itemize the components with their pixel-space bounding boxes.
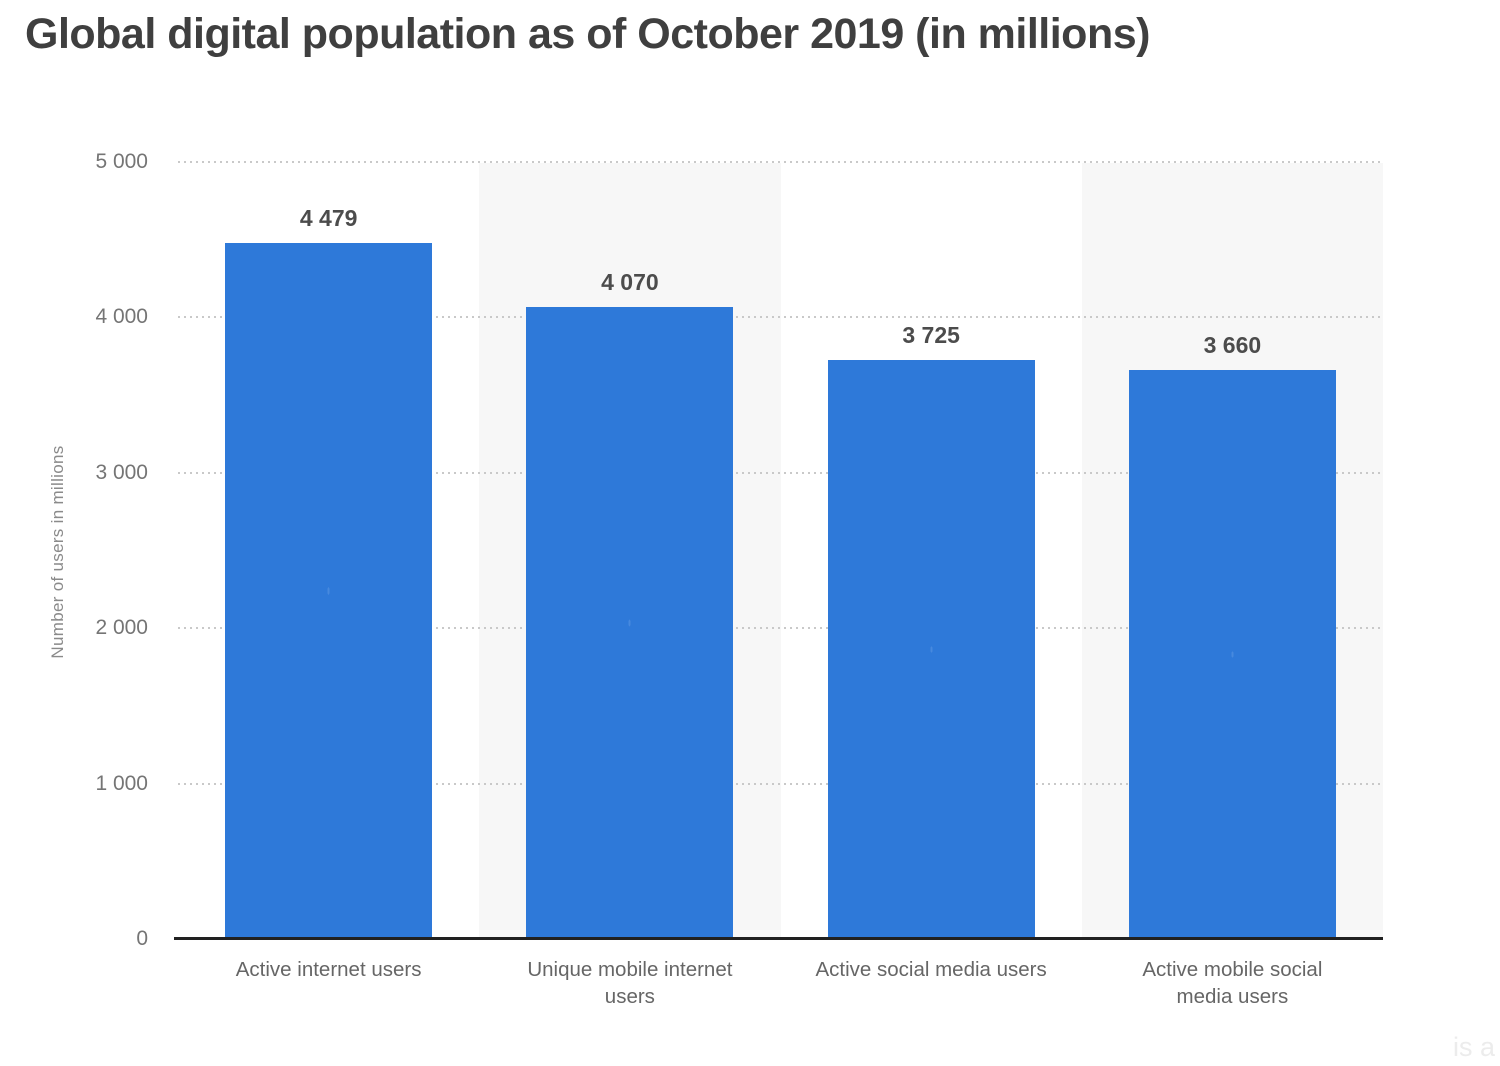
- category-label: Active social media users: [815, 958, 1047, 981]
- bar-value-label: 3 660: [1203, 332, 1262, 359]
- chart-title: Global digital population as of October …: [25, 10, 1150, 58]
- bar-1: [225, 242, 433, 939]
- y-tick-label: 1 000: [95, 771, 148, 795]
- plot-area: 4 479 4 070 3 725 3 660: [178, 161, 1383, 939]
- bar-2: [526, 306, 734, 939]
- gridlines-layer: [178, 161, 1383, 939]
- bars-layer: 4 479 4 070 3 725 3 660: [178, 162, 1383, 939]
- watermark-text: is a: [1453, 1032, 1496, 1062]
- y-axis-title: Number of users in millions: [48, 445, 67, 659]
- y-tick-label: 4 000: [95, 305, 148, 329]
- bar-4: [1128, 370, 1336, 939]
- category-label: Unique mobile internet users: [527, 958, 733, 1008]
- x-axis-line: [174, 937, 1383, 940]
- gridline: [178, 161, 1383, 163]
- gridline: [178, 316, 1383, 319]
- bar-value-label: 4 479: [299, 204, 358, 231]
- category-label: Active internet users: [235, 958, 422, 981]
- y-tick-label: 3 000: [95, 460, 148, 484]
- bar-value-label: 3 725: [902, 322, 960, 349]
- category-label: Active mobile social media users: [1142, 958, 1323, 1008]
- y-tick-label: 0: [136, 927, 148, 950]
- y-tick-label: 5 000: [95, 150, 148, 173]
- gridline: [178, 627, 1383, 630]
- gridline: [178, 471, 1383, 474]
- y-tick-label: 2 000: [95, 616, 148, 640]
- gridline: [178, 782, 1383, 785]
- bar-3: [827, 360, 1035, 939]
- bar-value-label: 4 070: [601, 268, 659, 295]
